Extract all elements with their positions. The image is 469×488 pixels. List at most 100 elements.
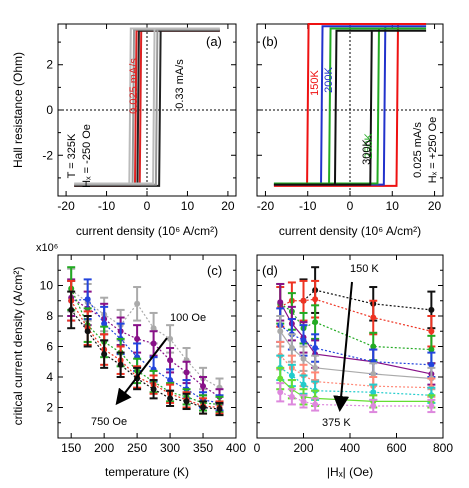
data-point [370, 402, 377, 409]
x-tick-label: -10 [98, 199, 116, 213]
x-tick-label: 150 [61, 441, 81, 455]
data-point [101, 351, 108, 358]
series-line [279, 330, 432, 380]
panel-c-xlabel: temperature (K) [105, 465, 189, 479]
panel-d-lines [276, 266, 436, 414]
x-tick-label: -20 [257, 199, 275, 213]
y-tick-label: 2 [46, 58, 53, 72]
data-point [300, 297, 307, 304]
x-tick-label: 20 [221, 199, 235, 213]
data-point [134, 335, 141, 342]
x-tick-label: -20 [57, 199, 75, 213]
data-point [150, 325, 157, 332]
data-point [277, 375, 284, 382]
panel-c-axes: 150 200 250 300 350 400 2 4 6 8 10 [40, 254, 246, 455]
panel-b-annotation-250k: 250K [363, 132, 375, 158]
data-point [183, 369, 190, 376]
data-point [84, 328, 91, 335]
series-line [70, 300, 220, 409]
panel-b: -20 -10 0 10 20 (b) current density (10⁶ A/c… [256, 23, 444, 238]
panel-d-annotation-375k: 375 K [322, 417, 351, 429]
hysteresis-loop [273, 23, 427, 187]
panel-d-label: (d) [262, 263, 278, 278]
panel-d-frame [256, 254, 444, 439]
data-point [101, 320, 108, 327]
panel-c-lines [67, 266, 224, 417]
data-point [150, 386, 157, 393]
panel-c-exponent: x10⁶ [36, 242, 58, 254]
panel-b-annotation-rate: 0.025 mA/s [412, 122, 424, 178]
y-tick-label: 6 [46, 340, 53, 354]
data-point [288, 393, 295, 400]
hysteresis-loop [273, 29, 427, 186]
data-point [117, 361, 124, 368]
x-tick-label: 800 [433, 441, 453, 455]
panel-a-annotation-temp: T = 325K [66, 133, 78, 178]
panel-d-trend-arrow [333, 281, 353, 412]
data-point [312, 319, 319, 326]
data-point [300, 337, 307, 344]
y-tick-label: 0 [46, 103, 53, 117]
x-tick-label: -10 [299, 199, 317, 213]
panel-b-annotation-200k: 200K [323, 66, 335, 92]
data-point [288, 345, 295, 352]
data-point [167, 335, 174, 342]
series-line [303, 289, 432, 311]
panel-a-xlabel: current density (10⁶ A/cm²) [76, 224, 218, 238]
data-point [428, 328, 435, 335]
panel-c-label: (c) [207, 263, 222, 278]
x-tick-label: 400 [226, 441, 246, 455]
panel-b-axes: -20 -10 0 10 20 [257, 24, 443, 213]
panel-b-lines [257, 23, 443, 196]
hysteresis-loop [74, 29, 220, 187]
hysteresis-loop [74, 28, 220, 186]
panel-c-trend-arrow [115, 337, 168, 406]
data-point [167, 357, 174, 364]
panel-c-ylabel: critical current density (A/cm²) [11, 267, 25, 426]
data-point [277, 328, 284, 335]
x-tick-label: 0 [254, 441, 261, 455]
data-point [200, 404, 207, 411]
series-line [71, 298, 220, 404]
series-line [279, 301, 432, 375]
x-tick-label: 10 [386, 199, 400, 213]
series-line [279, 355, 432, 389]
data-point [428, 361, 435, 368]
y-tick-label: 4 [46, 370, 53, 384]
panel-c-annotation-750oe: 750 Oe [91, 416, 127, 428]
x-tick-label: 10 [181, 199, 195, 213]
data-point [84, 296, 91, 303]
data-point [370, 343, 377, 350]
data-point [150, 340, 157, 347]
y-tick-label: 2 [46, 401, 53, 415]
data-point [300, 381, 307, 388]
panel-a-ylabel: Hall resistance (Ohm) [11, 52, 25, 168]
hysteresis-loop [74, 27, 220, 185]
panel-c-annotation-100oe: 100 Oe [170, 312, 206, 324]
y-tick-label: 10 [40, 279, 54, 293]
x-tick-label: 350 [193, 441, 213, 455]
panel-b-annotation-150k: 150K [309, 69, 321, 95]
panel-a: -20 -10 0 10 20-202 (a) current density (10⁶… [11, 23, 237, 238]
data-point [277, 299, 284, 306]
data-point [300, 398, 307, 405]
x-tick-label: 200 [94, 441, 114, 455]
data-point [428, 306, 435, 313]
panel-a-annotation-slow-rate: 0.025 mA/s [128, 58, 140, 114]
panel-d-axes: 0 200 400 600 800 [254, 254, 453, 455]
data-point [134, 300, 141, 307]
panel-a-axes: -20 -10 0 10 20-202 [42, 24, 236, 213]
y-tick-label: 8 [46, 309, 53, 323]
data-point [216, 406, 223, 413]
panel-c: 150 200 250 300 350 400 2 4 6 8 10 (c) x10⁶ temper… [11, 242, 246, 479]
y-tick-label: -2 [42, 148, 53, 162]
data-point [312, 401, 319, 408]
data-point [183, 398, 190, 405]
x-tick-label: 20 [428, 199, 442, 213]
panel-d: 0 200 400 600 800 (d) |Hₓ| (Oe) 150 K 375 K [254, 254, 453, 479]
data-point [300, 355, 307, 362]
data-point [167, 395, 174, 402]
panel-a-label: (a) [206, 34, 222, 49]
x-tick-label: 0 [144, 199, 151, 213]
